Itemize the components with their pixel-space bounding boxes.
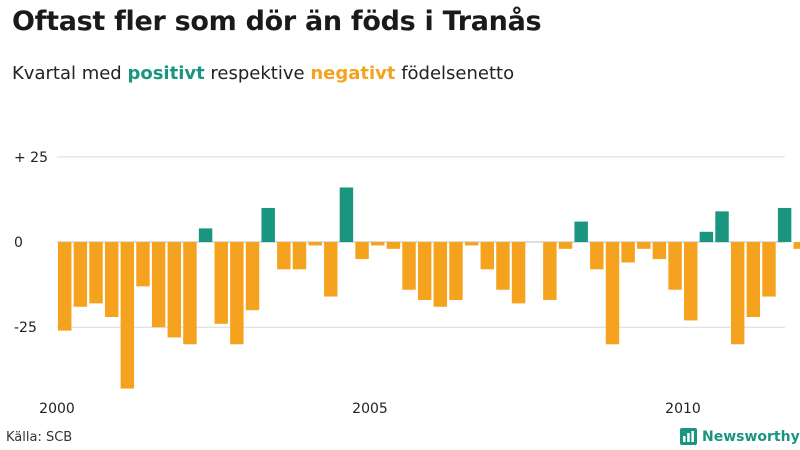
bar xyxy=(371,242,385,246)
bar xyxy=(402,242,416,290)
bar xyxy=(355,242,369,260)
bar xyxy=(449,242,463,300)
bar xyxy=(684,242,698,321)
bar-chart-icon xyxy=(680,428,697,445)
brand-name: Newsworthy xyxy=(702,428,800,445)
bar xyxy=(605,242,620,345)
bar xyxy=(292,242,307,270)
bar xyxy=(777,207,792,243)
chart-subtitle: Kvartal med positivt respektive negativt… xyxy=(12,63,514,84)
x-tick-label: 2010 xyxy=(665,401,701,417)
subtitle-suffix: födelsenetto xyxy=(395,63,515,84)
brand-logo: Newsworthy xyxy=(680,428,800,445)
subtitle-positive: positivt xyxy=(127,63,205,84)
bar xyxy=(464,242,479,246)
bar xyxy=(120,242,135,389)
bar xyxy=(511,242,526,304)
bar xyxy=(89,242,103,304)
bar xyxy=(308,242,322,246)
bar xyxy=(339,187,354,243)
bar xyxy=(245,242,260,311)
y-tick-label: -25 xyxy=(14,320,37,336)
bar xyxy=(652,242,667,260)
bar xyxy=(574,221,588,243)
bar xyxy=(214,242,228,324)
bar xyxy=(386,242,401,249)
bar xyxy=(762,242,776,297)
bar xyxy=(730,242,745,345)
chart-title: Oftast fler som dör än föds i Tranås xyxy=(12,6,542,37)
subtitle-negative: negativt xyxy=(310,63,396,84)
bar xyxy=(558,242,573,249)
bar xyxy=(151,242,166,328)
bar xyxy=(590,242,604,270)
bar xyxy=(277,242,291,270)
bar xyxy=(58,242,72,331)
x-tick-label: 2000 xyxy=(39,401,75,417)
x-tick-label: 2005 xyxy=(352,401,388,417)
bar xyxy=(496,242,510,290)
source-note: Källa: SCB xyxy=(6,430,73,445)
bar xyxy=(699,231,714,243)
bar xyxy=(198,228,213,243)
bar xyxy=(104,242,119,318)
bar xyxy=(167,242,181,338)
bar xyxy=(417,242,432,300)
bar xyxy=(183,242,197,345)
bar xyxy=(668,242,682,290)
bar xyxy=(433,242,448,307)
bar xyxy=(793,242,800,249)
y-tick-label: + 25 xyxy=(14,150,48,166)
bar xyxy=(480,242,494,270)
subtitle-prefix: Kvartal med xyxy=(12,63,128,84)
y-tick-label: 0 xyxy=(14,235,23,251)
subtitle-middle: respektive xyxy=(204,63,311,84)
bar xyxy=(324,242,338,297)
bar xyxy=(715,211,729,243)
bar xyxy=(621,242,635,263)
bar xyxy=(637,242,651,249)
bar xyxy=(136,242,150,287)
bar xyxy=(230,242,244,345)
bar xyxy=(746,242,761,318)
bar xyxy=(73,242,88,307)
bar xyxy=(261,207,275,243)
bar xyxy=(543,242,557,300)
